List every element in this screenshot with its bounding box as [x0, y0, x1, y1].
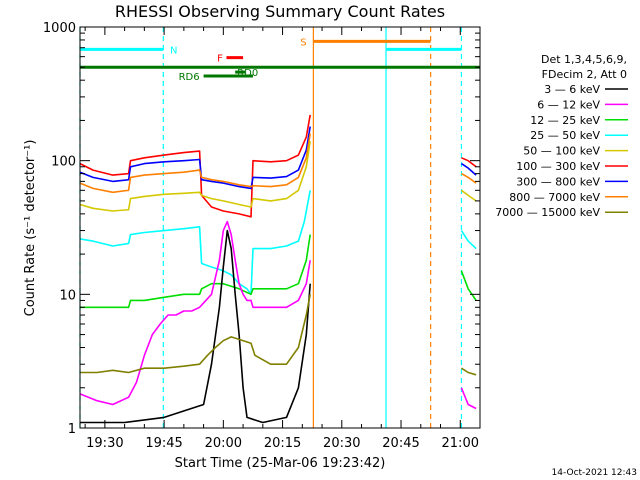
series-3-segment-2 — [461, 172, 477, 184]
x-tick-label-5: 20:30 — [323, 436, 360, 451]
vertical-markers — [79, 27, 463, 428]
legend-label-8: 800 — 7000 keV — [509, 191, 600, 204]
y-axis-label: Count Rate (s⁻¹ detector⁻¹) — [23, 140, 38, 317]
data-series — [79, 114, 477, 424]
legend-header-1: Det 1,3,4,5,6,9, — [541, 53, 627, 66]
x-tick-label-1: 19:30 — [86, 436, 123, 451]
series-5-segment-2 — [460, 230, 477, 250]
x-axis-label: Start Time (25-Mar-06 19:23:42) — [175, 456, 386, 471]
legend-label-3: 12 — 25 keV — [530, 114, 600, 127]
y-axis-ticks: 1 10 100 1000 — [43, 21, 480, 437]
legend-label-2: 6 — 12 keV — [537, 98, 600, 111]
legend-label-1: 3 — 6 keV — [544, 83, 600, 96]
plot-frame — [79, 26, 481, 429]
series-7-segment-1 — [79, 220, 311, 406]
legend-label-5: 50 — 100 keV — [523, 145, 600, 158]
chart-title: RHESSI Observing Summary Count Rates — [115, 2, 445, 21]
status-bar-label-6: F — [217, 54, 223, 65]
series-8-segment-1 — [80, 229, 311, 424]
x-tick-label-3: 20:00 — [205, 436, 242, 451]
series-9-segment-1 — [80, 294, 311, 374]
y-tick-label-2: 10 — [59, 288, 76, 303]
x-axis-ticks: 19:30 19:45 20:00 20:15 20:30 20:45 21:00 — [84, 27, 481, 451]
legend: Det 1,3,4,5,6,9, FDecim 2, Att 0 3 — 6 keV… — [495, 53, 628, 219]
series-2-segment-2 — [460, 162, 477, 176]
x-tick-label-7: 21:00 — [442, 436, 479, 451]
legend-label-6: 100 — 300 keV — [516, 160, 600, 173]
series-3-segment-1 — [79, 133, 311, 194]
series-4-segment-2 — [460, 189, 477, 202]
status-bar-label-4: RD0 — [237, 68, 258, 79]
y-tick-label-3: 100 — [51, 155, 76, 170]
generation-timestamp: 14-Oct-2021 12:43 — [552, 468, 637, 478]
legend-label-9: 7000 — 15000 keV — [495, 206, 600, 219]
series-9-segment-2 — [460, 367, 477, 376]
legend-label-7: 300 — 800 keV — [516, 175, 600, 188]
series-1-segment-1 — [79, 114, 311, 218]
series-6-segment-2 — [460, 270, 477, 301]
y-tick-label-1: 1 — [68, 422, 76, 437]
status-bars: N S RD0 RD6 F — [80, 37, 480, 83]
y-tick-label-4: 1000 — [43, 21, 76, 36]
series-4-segment-1 — [79, 140, 311, 212]
status-bar-label-1: N — [170, 45, 177, 56]
x-tick-label-4: 20:15 — [264, 436, 301, 451]
series-7-segment-2 — [460, 387, 477, 410]
series-5-segment-1 — [79, 190, 311, 296]
status-bar-label-5: RD6 — [179, 72, 200, 83]
legend-label-4: 25 — 50 keV — [530, 129, 600, 142]
x-tick-label-2: 19:45 — [145, 436, 182, 451]
series-6-segment-1 — [80, 234, 311, 309]
series-1-segment-2 — [461, 157, 477, 168]
legend-header-2: FDecim 2, Att 0 — [542, 68, 627, 81]
series-2-segment-1 — [79, 126, 311, 190]
status-bar-label-2: S — [300, 37, 306, 48]
x-tick-label-6: 20:45 — [382, 436, 419, 451]
